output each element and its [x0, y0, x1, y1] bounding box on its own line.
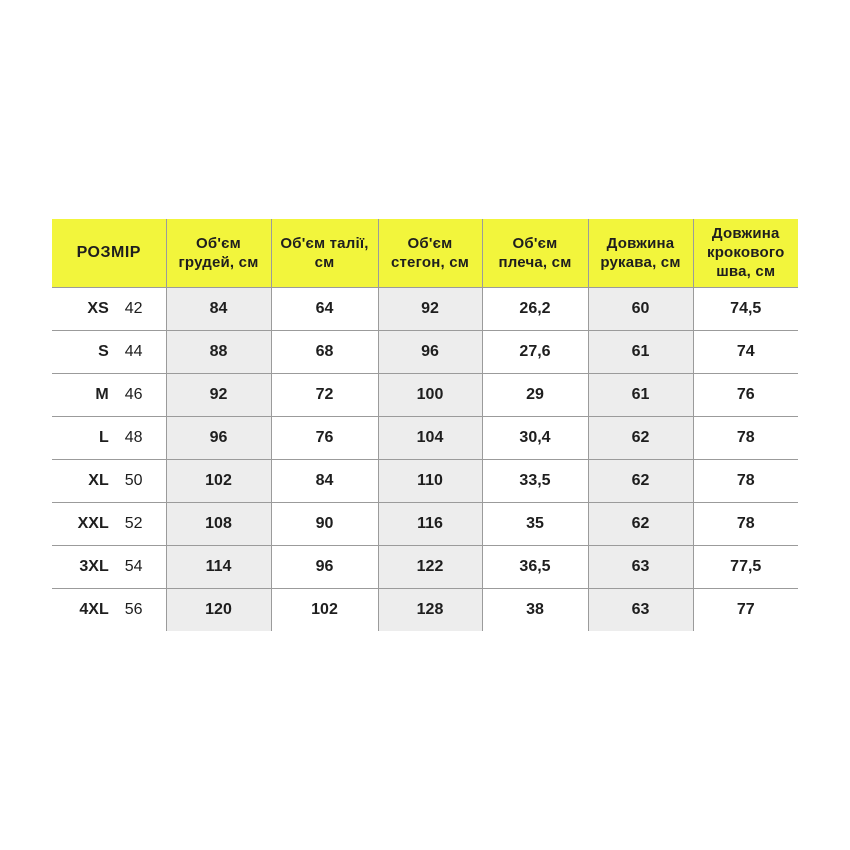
header-shoulder: Об'єм плеча, см — [481, 219, 589, 288]
value-cell: 114 — [165, 544, 272, 589]
value-cell: 84 — [165, 286, 272, 331]
header-size: РОЗМІР — [52, 219, 167, 288]
size-label: 4XL — [79, 600, 109, 618]
value-cell: 96 — [270, 544, 379, 589]
value-cell: 96 — [377, 329, 483, 374]
size-number: 48 — [124, 428, 143, 446]
size-cell: 3XL 54 — [52, 544, 167, 589]
size-cell: XXL 52 — [52, 501, 167, 546]
value-cell: 78 — [692, 458, 798, 503]
size-number: 46 — [124, 385, 143, 403]
table-row-m: M 46 92 72 100 29 61 76 — [52, 372, 798, 417]
table-row-3xl: 3XL 54 114 96 122 36,5 63 77,5 — [52, 544, 798, 589]
value-cell: 61 — [587, 329, 694, 374]
value-cell: 74,5 — [692, 286, 798, 331]
header-sleeve-length: Довжина рукава, см — [587, 219, 694, 288]
value-cell: 108 — [165, 501, 272, 546]
value-cell: 102 — [270, 587, 379, 631]
table-row-s: S 44 88 68 96 27,6 61 74 — [52, 329, 798, 374]
value-cell: 63 — [587, 587, 694, 631]
value-cell: 33,5 — [481, 458, 589, 503]
size-number: 52 — [124, 514, 143, 532]
value-cell: 27,6 — [481, 329, 589, 374]
value-cell: 38 — [481, 587, 589, 631]
value-cell: 64 — [270, 286, 379, 331]
size-label: L — [98, 428, 109, 446]
value-cell: 116 — [377, 501, 483, 546]
header-waist: Об'єм талії, см — [270, 219, 379, 288]
size-number: 50 — [124, 471, 143, 489]
size-cell: XL 50 — [52, 458, 167, 503]
value-cell: 104 — [377, 415, 483, 460]
value-cell: 102 — [165, 458, 272, 503]
size-cell: L 48 — [52, 415, 167, 460]
size-label: S — [98, 342, 109, 360]
size-cell: S 44 — [52, 329, 167, 374]
value-cell: 72 — [270, 372, 379, 417]
value-cell: 76 — [270, 415, 379, 460]
value-cell: 128 — [377, 587, 483, 631]
value-cell: 62 — [587, 458, 694, 503]
size-cell: XS 42 — [52, 286, 167, 331]
value-cell: 92 — [377, 286, 483, 331]
value-cell: 68 — [270, 329, 379, 374]
value-cell: 90 — [270, 501, 379, 546]
table-row-4xl: 4XL 56 120 102 128 38 63 77 — [52, 587, 798, 631]
value-cell: 26,2 — [481, 286, 589, 331]
value-cell: 35 — [481, 501, 589, 546]
value-cell: 62 — [587, 415, 694, 460]
header-row: РОЗМІР Об'єм грудей, см Об'єм талії, см … — [52, 219, 798, 288]
value-cell: 77,5 — [692, 544, 798, 589]
size-number: 56 — [124, 600, 143, 618]
value-cell: 29 — [481, 372, 589, 417]
table-row-l: L 48 96 76 104 30,4 62 78 — [52, 415, 798, 460]
size-label: XL — [88, 471, 109, 489]
size-cell: 4XL 56 — [52, 587, 167, 631]
value-cell: 36,5 — [481, 544, 589, 589]
value-cell: 92 — [165, 372, 272, 417]
header-hips: Об'єм стегон, см — [377, 219, 483, 288]
value-cell: 63 — [587, 544, 694, 589]
value-cell: 110 — [377, 458, 483, 503]
size-label: XS — [87, 299, 109, 317]
value-cell: 60 — [587, 286, 694, 331]
value-cell: 88 — [165, 329, 272, 374]
header-chest: Об'єм грудей, см — [165, 219, 272, 288]
size-number: 42 — [124, 299, 143, 317]
value-cell: 84 — [270, 458, 379, 503]
value-cell: 120 — [165, 587, 272, 631]
value-cell: 78 — [692, 501, 798, 546]
value-cell: 76 — [692, 372, 798, 417]
size-chart-table: РОЗМІР Об'єм грудей, см Об'єм талії, см … — [52, 219, 798, 631]
value-cell: 74 — [692, 329, 798, 374]
size-label: 3XL — [79, 557, 109, 575]
size-chart-body: XS 42 84 64 92 26,2 60 74,5 S 44 88 68 96 27,6 61 74 M 46… — [52, 286, 798, 631]
value-cell: 62 — [587, 501, 694, 546]
size-number: 54 — [124, 557, 143, 575]
value-cell: 30,4 — [481, 415, 589, 460]
value-cell: 78 — [692, 415, 798, 460]
table-row-xl: XL 50 102 84 110 33,5 62 78 — [52, 458, 798, 503]
header-inseam-length: Довжина крокового шва, см — [692, 219, 798, 288]
size-label: M — [95, 385, 109, 403]
size-chart-header: РОЗМІР Об'єм грудей, см Об'єм талії, см … — [52, 219, 798, 288]
value-cell: 61 — [587, 372, 694, 417]
value-cell: 100 — [377, 372, 483, 417]
table-row-xxl: XXL 52 108 90 116 35 62 78 — [52, 501, 798, 546]
size-label: XXL — [77, 514, 109, 532]
value-cell: 77 — [692, 587, 798, 631]
value-cell: 96 — [165, 415, 272, 460]
size-cell: M 46 — [52, 372, 167, 417]
value-cell: 122 — [377, 544, 483, 589]
size-number: 44 — [124, 342, 143, 360]
table-row-xs: XS 42 84 64 92 26,2 60 74,5 — [52, 286, 798, 331]
